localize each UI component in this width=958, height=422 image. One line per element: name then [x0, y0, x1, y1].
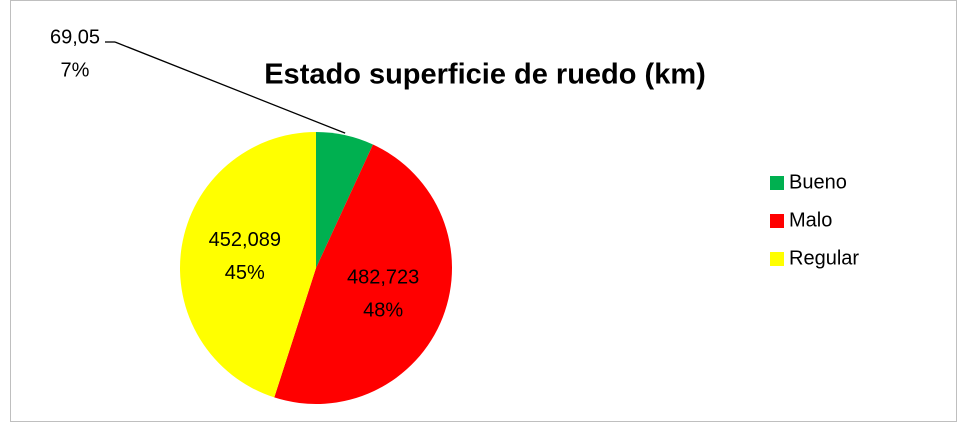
percent-label: 48%	[363, 299, 403, 321]
pie-slice	[274, 144, 453, 404]
percent-label: 45%	[225, 262, 265, 284]
chart-frame	[10, 0, 957, 422]
data-label: 452,089	[209, 229, 281, 251]
leader-line	[114, 41, 346, 134]
pie-slice	[316, 132, 373, 268]
legend-label: Regular	[789, 247, 859, 269]
legend-label: Malo	[789, 209, 832, 231]
percent-label: 7%	[61, 59, 90, 81]
pie-slice	[179, 132, 316, 398]
data-label: 482,723	[347, 266, 419, 288]
legend-swatch	[770, 252, 784, 266]
legend-label: Bueno	[789, 171, 847, 193]
chart-title: Estado superficie de ruedo (km)	[264, 59, 706, 91]
legend-swatch	[770, 214, 784, 228]
data-label: 69,05	[50, 26, 100, 48]
legend-swatch	[770, 176, 784, 190]
